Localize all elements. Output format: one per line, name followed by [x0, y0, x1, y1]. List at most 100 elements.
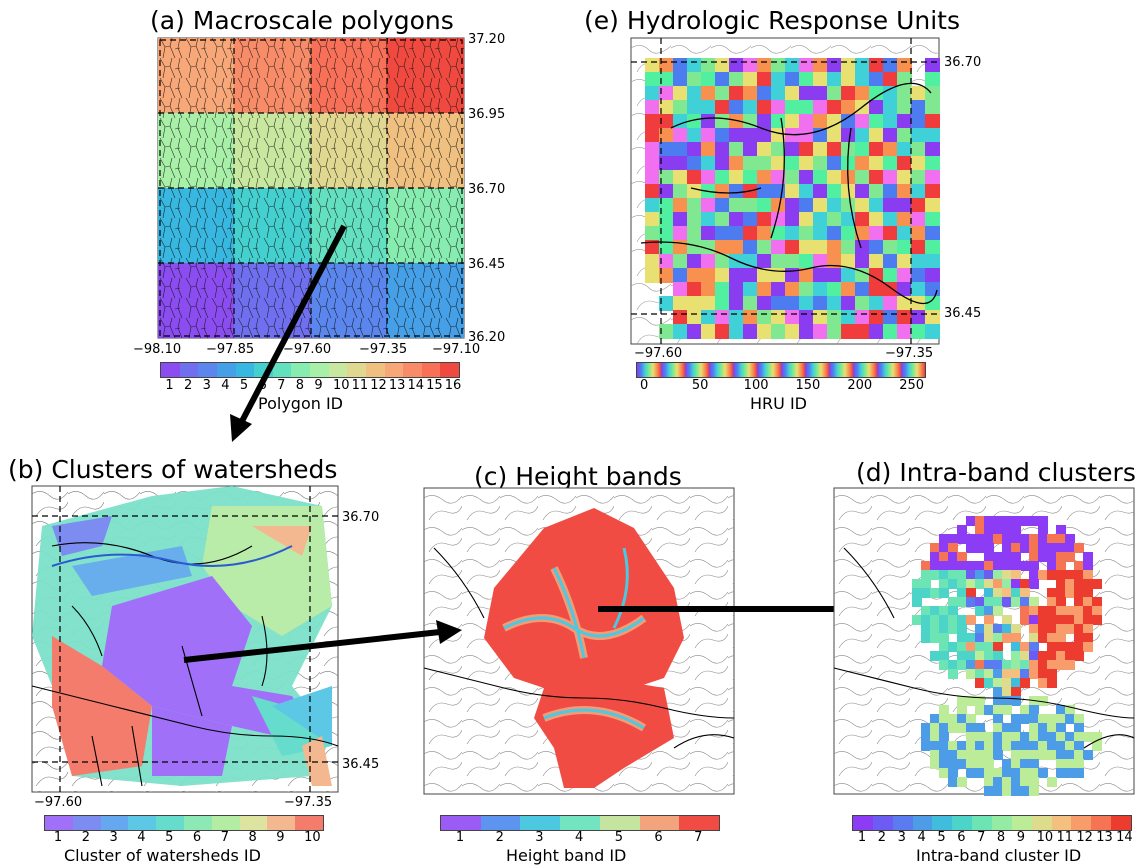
cluster-cell [1020, 579, 1030, 589]
cluster-cell [1011, 669, 1021, 679]
cluster-cell [1056, 534, 1066, 544]
panel-b-map [31, 485, 339, 793]
cluster-cell [966, 714, 976, 724]
cluster-cell [1047, 723, 1057, 733]
cluster-cell [948, 714, 958, 724]
hru-cell [757, 100, 772, 115]
cluster-cell [1002, 570, 1012, 580]
hru-cell [687, 310, 702, 325]
cluster-cell [1074, 633, 1084, 643]
cluster-cell [957, 651, 967, 661]
hru-cell [799, 212, 814, 227]
cluster-cell [993, 561, 1003, 571]
panel-a-yt-4: 36.20 [468, 330, 506, 345]
hru-cell [925, 324, 940, 339]
cluster-cell [1002, 588, 1012, 598]
cluster-cell [1065, 768, 1075, 778]
cluster-cell [948, 768, 958, 778]
hru-cell [869, 324, 884, 339]
cluster-cell [993, 723, 1003, 733]
cluster-cell [993, 660, 1003, 670]
hru-cell [925, 212, 940, 227]
hru-cell [869, 254, 884, 269]
panel-d-colorbar [852, 815, 1132, 831]
hru-cell [911, 100, 926, 115]
panel-c-colorbar-swatch-1 [441, 816, 481, 830]
hru-cell [729, 226, 744, 241]
hru-cell [841, 324, 856, 339]
panel-b-title: (b) Clusters of watersheds [8, 455, 338, 484]
cluster-cell [993, 714, 1003, 724]
hru-cell [883, 226, 898, 241]
hru-cell [715, 226, 730, 241]
panel-e-colorbar-tick-2: 100 [743, 378, 769, 393]
hru-cell [771, 198, 786, 213]
cluster-cell [1029, 570, 1039, 580]
hru-cell [841, 240, 856, 255]
cluster-cell [1038, 606, 1048, 616]
cluster-cell [957, 615, 967, 625]
cluster-cell [1011, 516, 1021, 526]
panel-a-yt-0: 37.20 [468, 32, 506, 47]
cluster-cell [948, 624, 958, 634]
hru-cell [757, 86, 772, 101]
cluster-cell [1038, 723, 1048, 733]
cluster-cell [1038, 732, 1048, 742]
cluster-cell [993, 606, 1003, 616]
cluster-cell [975, 678, 985, 688]
hru-cell [827, 184, 842, 199]
cluster-cell [984, 525, 994, 535]
panel-a-colorbar-swatch-4 [216, 363, 236, 377]
cluster-cell [1038, 669, 1048, 679]
cluster-cell [912, 588, 922, 598]
cluster-cell [1056, 543, 1066, 553]
panel-b-colorbar-tick-6: 7 [220, 830, 229, 845]
cluster-cell [948, 615, 958, 625]
hru-cell [869, 198, 884, 213]
cluster-cell [1029, 750, 1039, 760]
cluster-cell [984, 732, 994, 742]
cluster-cell [993, 642, 1003, 652]
hru-cell [883, 184, 898, 199]
hru-cell [813, 282, 828, 297]
cluster-cell [1011, 750, 1021, 760]
hru-cell [911, 282, 926, 297]
cluster-cell [1011, 696, 1021, 706]
cluster-cell [1056, 606, 1066, 616]
cluster-cell [1074, 741, 1084, 751]
hru-cell [827, 198, 842, 213]
cluster-cell [1056, 588, 1066, 598]
cluster-cell [957, 696, 967, 706]
cluster-cell [1029, 534, 1039, 544]
panel-a-colorbar-tick-10: 11 [351, 378, 369, 393]
hru-cell [659, 240, 674, 255]
cluster-cell [1029, 768, 1039, 778]
cluster-cell [966, 516, 976, 526]
panel-a-xt-2: −97.60 [283, 342, 332, 357]
hru-cell [813, 198, 828, 213]
cluster-cell [975, 660, 985, 670]
hru-cell [799, 254, 814, 269]
cluster-cell [984, 705, 994, 715]
cluster-cell [1002, 552, 1012, 562]
hru-cell [771, 86, 786, 101]
cluster-cell [1038, 678, 1048, 688]
hru-cell [883, 128, 898, 143]
panel-a-colorbar-swatch-5 [235, 363, 255, 377]
cluster-cell [975, 570, 985, 580]
cluster-cell [1029, 660, 1039, 670]
cluster-cell [1020, 741, 1030, 751]
cluster-cell [939, 714, 949, 724]
cluster-cell [921, 579, 931, 589]
panel-c-colorbar-swatch-5 [599, 816, 640, 830]
cluster-cell [1011, 624, 1021, 634]
panel-e-colorbar-label: HRU ID [750, 394, 807, 413]
hru-cell [757, 310, 772, 325]
cluster-cell [1056, 732, 1066, 742]
hru-cell [701, 198, 716, 213]
cluster-cell [993, 552, 1003, 562]
cluster-cell [957, 570, 967, 580]
hru-cell [757, 240, 772, 255]
panel-c-colorbar-swatch-2 [480, 816, 521, 830]
cluster-cell [966, 615, 976, 625]
